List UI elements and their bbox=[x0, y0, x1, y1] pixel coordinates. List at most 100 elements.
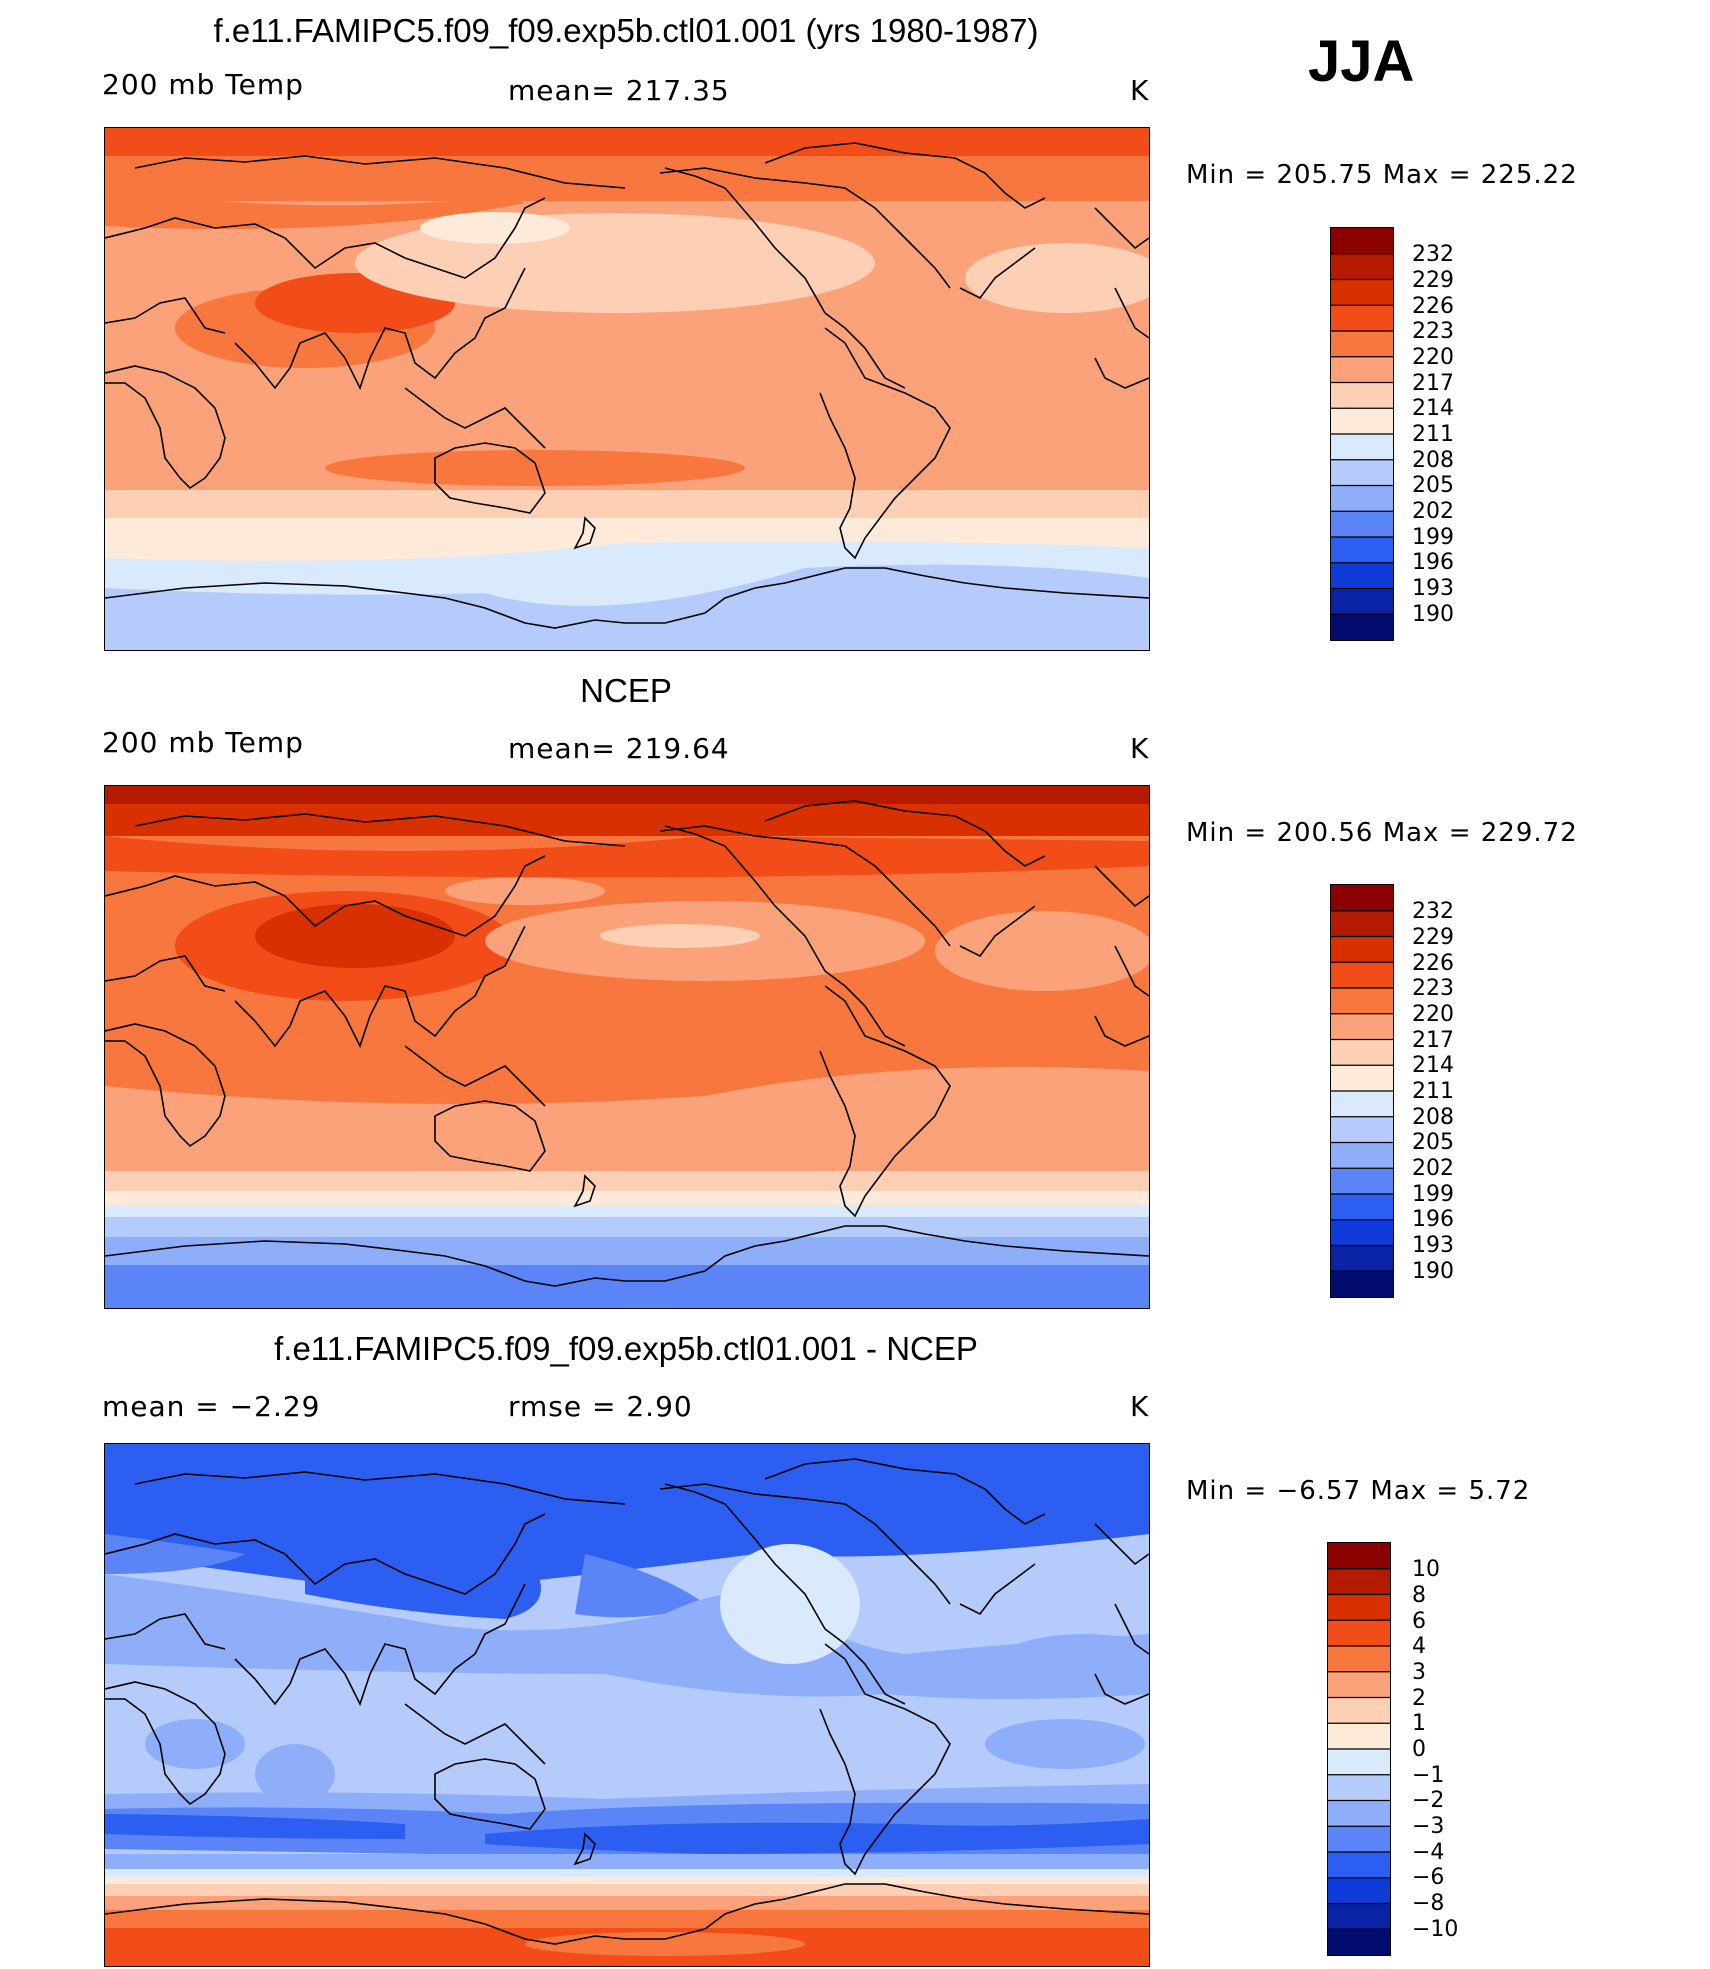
colorbar-swatch bbox=[1328, 1774, 1390, 1801]
colorbar-swatch bbox=[1331, 356, 1393, 383]
colorbar-label: 208 bbox=[1412, 448, 1454, 473]
variable-label: 200 mb Temp bbox=[102, 68, 304, 101]
colorbar-label: 217 bbox=[1412, 371, 1454, 396]
colorbar-label: 4 bbox=[1412, 1634, 1426, 1659]
colorbar-swatch bbox=[1331, 562, 1393, 589]
map-obs bbox=[104, 785, 1150, 1309]
colorbar-label: 214 bbox=[1412, 396, 1454, 421]
colorbar-swatch bbox=[1331, 485, 1393, 512]
colorbar-swatch bbox=[1331, 253, 1393, 280]
colorbar-label: −8 bbox=[1412, 1891, 1445, 1916]
colorbar-label: 202 bbox=[1412, 499, 1454, 524]
minmax-label: Min = 205.75 Max = 225.22 bbox=[1186, 160, 1578, 190]
colorbar-label: 0 bbox=[1412, 1737, 1426, 1762]
colorbar-swatch bbox=[1331, 331, 1393, 358]
minmax-label: Min = 200.56 Max = 229.72 bbox=[1186, 818, 1578, 848]
colorbar-swatch bbox=[1328, 1749, 1390, 1776]
colorbar-swatch bbox=[1328, 1903, 1390, 1930]
colorbar-swatch bbox=[1328, 1723, 1390, 1750]
colorbar-swatch bbox=[1328, 1929, 1390, 1955]
colorbar-swatch bbox=[1331, 1271, 1393, 1297]
map-diff bbox=[104, 1443, 1150, 1967]
colorbar-label: 10 bbox=[1412, 1557, 1440, 1582]
panel-title: f.e11.FAMIPC5.f09_f09.exp5b.ctl01.001 - … bbox=[274, 1330, 978, 1367]
colorbar-swatch bbox=[1331, 434, 1393, 461]
colorbar-swatch bbox=[1331, 1219, 1393, 1246]
panel-title: f.e11.FAMIPC5.f09_f09.exp5b.ctl01.001 (y… bbox=[213, 12, 1039, 49]
colorbar-label: 199 bbox=[1412, 525, 1454, 550]
colorbar-label: 193 bbox=[1412, 1233, 1454, 1258]
colorbar-swatch bbox=[1331, 1142, 1393, 1169]
colorbar-label: −4 bbox=[1412, 1840, 1445, 1865]
colorbar-swatch bbox=[1331, 537, 1393, 564]
colorbar-label: 6 bbox=[1412, 1609, 1426, 1634]
colorbar-swatch bbox=[1331, 279, 1393, 306]
colorbar-swatch bbox=[1331, 1091, 1393, 1118]
map-model bbox=[104, 127, 1150, 651]
colorbar-label: 214 bbox=[1412, 1053, 1454, 1078]
colorbar-obs bbox=[1330, 884, 1394, 1298]
colorbar-swatch bbox=[1331, 988, 1393, 1015]
colorbar-swatch bbox=[1328, 1877, 1390, 1904]
units-label: K bbox=[1130, 732, 1150, 765]
colorbar-label: 196 bbox=[1412, 1207, 1454, 1232]
colorbar-swatch bbox=[1331, 305, 1393, 332]
colorbar-swatch bbox=[1331, 382, 1393, 409]
minmax-label: Min = −6.57 Max = 5.72 bbox=[1186, 1476, 1531, 1506]
colorbar-label: 220 bbox=[1412, 345, 1454, 370]
colorbar-swatch bbox=[1331, 511, 1393, 538]
colorbar-swatch bbox=[1328, 1697, 1390, 1724]
rmse-label: rmse = 2.90 bbox=[508, 1390, 693, 1423]
colorbar-label: 217 bbox=[1412, 1028, 1454, 1053]
colorbar-swatch bbox=[1331, 1039, 1393, 1066]
colorbar-label: 232 bbox=[1412, 899, 1454, 924]
colorbar-swatch bbox=[1328, 1852, 1390, 1879]
mean-label: mean= 219.64 bbox=[508, 732, 730, 765]
colorbar-label: 223 bbox=[1412, 976, 1454, 1001]
colorbar-label: 229 bbox=[1412, 268, 1454, 293]
colorbar-swatch bbox=[1328, 1568, 1390, 1595]
colorbar-swatch bbox=[1331, 936, 1393, 963]
colorbar-label: −1 bbox=[1412, 1763, 1445, 1788]
colorbar-swatch bbox=[1331, 1065, 1393, 1092]
colorbar-swatch bbox=[1328, 1620, 1390, 1647]
variable-label: 200 mb Temp bbox=[102, 726, 304, 759]
colorbar-swatch bbox=[1328, 1671, 1390, 1698]
colorbar-swatch bbox=[1331, 1116, 1393, 1143]
colorbar-swatch bbox=[1331, 1245, 1393, 1272]
panel-title: NCEP bbox=[580, 672, 672, 709]
mean-label: mean = −2.29 bbox=[102, 1390, 321, 1423]
colorbar-label: −6 bbox=[1412, 1865, 1445, 1890]
colorbar-swatch bbox=[1331, 408, 1393, 435]
units-label: K bbox=[1130, 74, 1150, 107]
colorbar-label: 220 bbox=[1412, 1002, 1454, 1027]
colorbar-label: −2 bbox=[1412, 1788, 1445, 1813]
colorbar-swatch bbox=[1328, 1594, 1390, 1621]
colorbar-swatch bbox=[1331, 1013, 1393, 1040]
colorbar-diff bbox=[1327, 1542, 1391, 1956]
units-label: K bbox=[1130, 1390, 1150, 1423]
colorbar-swatch bbox=[1328, 1543, 1390, 1570]
colorbar-swatch bbox=[1331, 459, 1393, 486]
colorbar-label: 226 bbox=[1412, 951, 1454, 976]
colorbar-swatch bbox=[1331, 962, 1393, 989]
colorbar-swatch bbox=[1328, 1826, 1390, 1853]
colorbar-label: 190 bbox=[1412, 602, 1454, 627]
colorbar-label: 199 bbox=[1412, 1182, 1454, 1207]
colorbar-label: −3 bbox=[1412, 1814, 1445, 1839]
colorbar-label: 229 bbox=[1412, 925, 1454, 950]
mean-label: mean= 217.35 bbox=[508, 74, 730, 107]
colorbar-swatch bbox=[1331, 1194, 1393, 1221]
colorbar-label: 193 bbox=[1412, 576, 1454, 601]
colorbar-swatch bbox=[1331, 228, 1393, 255]
colorbar-swatch bbox=[1331, 885, 1393, 912]
season-label: JJA bbox=[1308, 29, 1415, 94]
colorbar-label: 211 bbox=[1412, 1079, 1454, 1104]
colorbar-label: 226 bbox=[1412, 294, 1454, 319]
colorbar-label: 2 bbox=[1412, 1686, 1426, 1711]
colorbar-swatch bbox=[1331, 910, 1393, 937]
colorbar-swatch bbox=[1331, 588, 1393, 615]
colorbar-swatch bbox=[1331, 1168, 1393, 1195]
colorbar-label: 3 bbox=[1412, 1660, 1426, 1685]
colorbar-label: 205 bbox=[1412, 1130, 1454, 1155]
